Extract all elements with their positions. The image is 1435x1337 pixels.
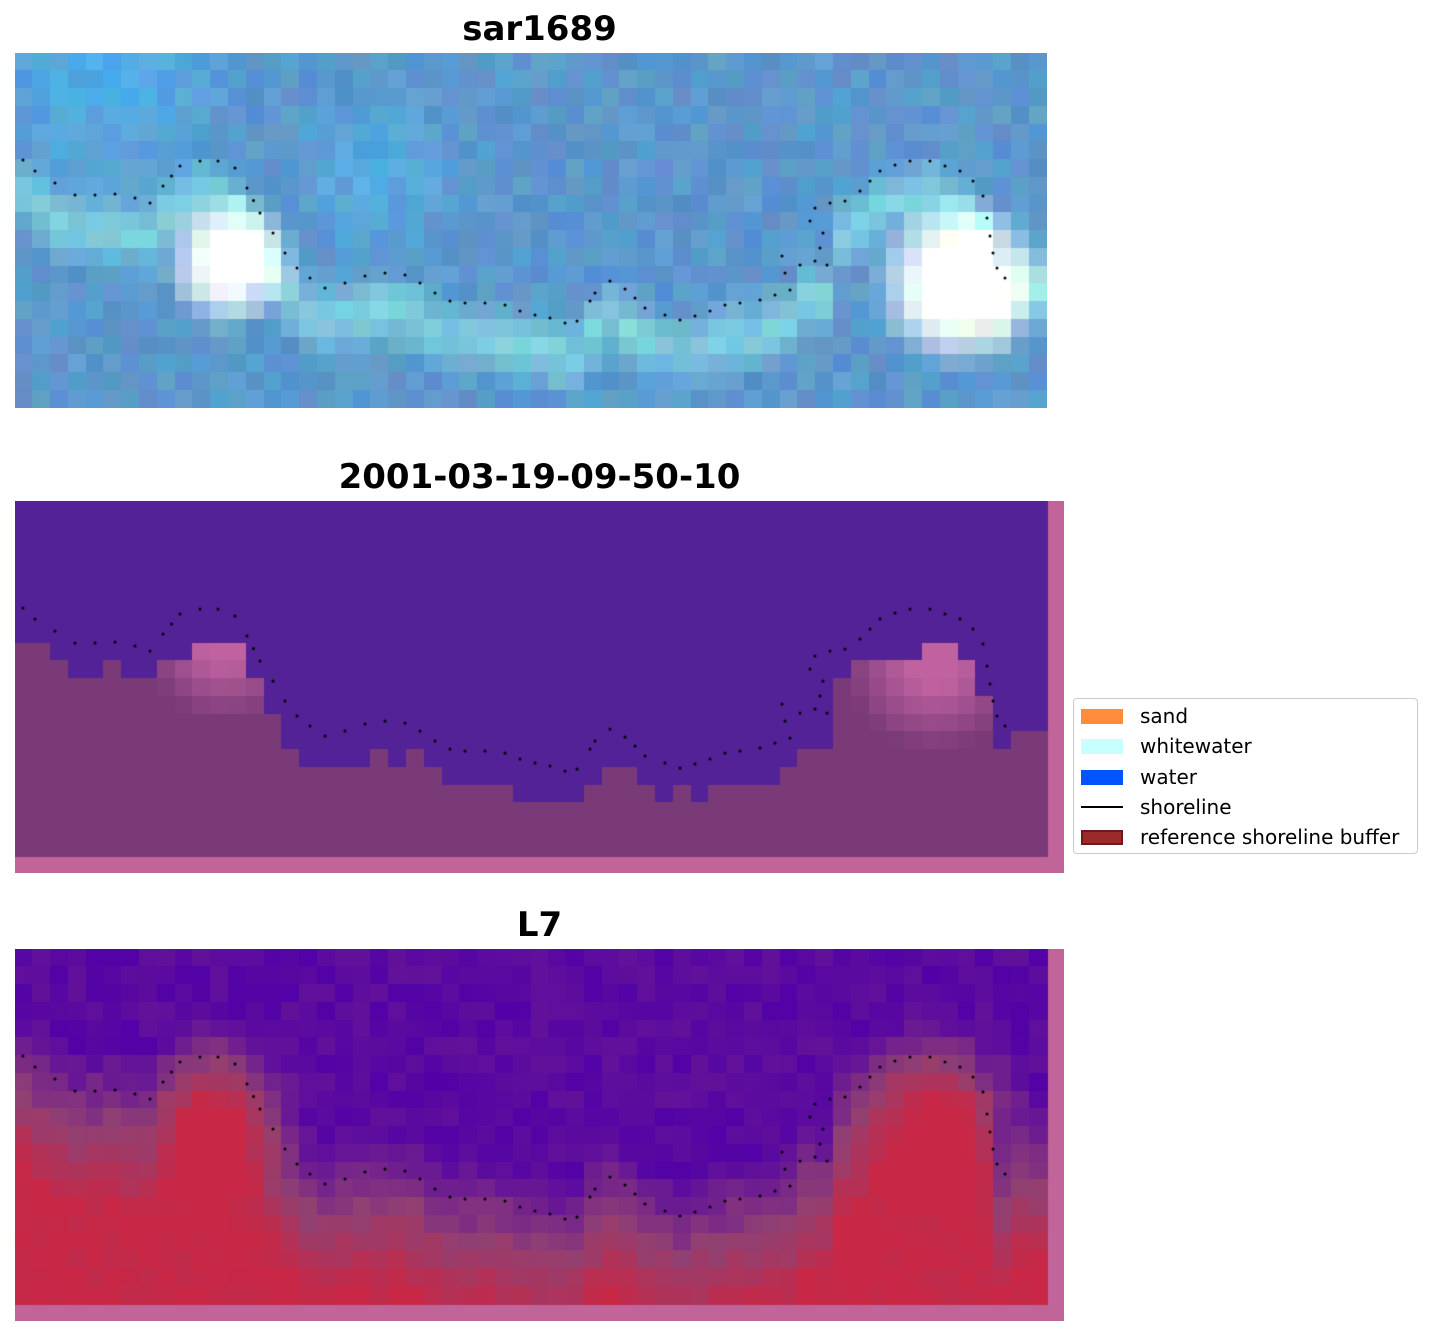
legend-label-water: water [1140, 765, 1197, 789]
index-image-panel [15, 949, 1064, 1321]
legend-item-reference-buffer: reference shoreline buffer [1081, 824, 1399, 850]
legend-label-shoreline: shoreline [1140, 795, 1232, 819]
sand-swatch [1081, 708, 1123, 724]
legend-item-whitewater: whitewater [1081, 733, 1252, 759]
legend-item-shoreline: shoreline [1081, 794, 1232, 820]
panel-title-3: L7 [516, 905, 563, 945]
panel-title-2: 2001-03-19-09-50-10 [338, 457, 741, 497]
whitewater-swatch [1081, 738, 1123, 754]
legend-item-sand: sand [1081, 703, 1188, 729]
legend-label-whitewater: whitewater [1140, 734, 1252, 758]
legend-label-sand: sand [1140, 704, 1189, 728]
legend-item-water: water [1081, 764, 1197, 790]
water-swatch [1081, 769, 1123, 785]
panel-title-1: sar1689 [462, 9, 617, 49]
classified-image-panel [15, 501, 1064, 873]
legend-label-reference-buffer: reference shoreline buffer [1140, 825, 1400, 849]
rgb-image-panel [15, 53, 1047, 408]
legend: sand whitewater water shoreline referenc… [1073, 698, 1418, 854]
shoreline-line-swatch [1081, 806, 1123, 808]
reference-buffer-swatch [1081, 829, 1123, 845]
